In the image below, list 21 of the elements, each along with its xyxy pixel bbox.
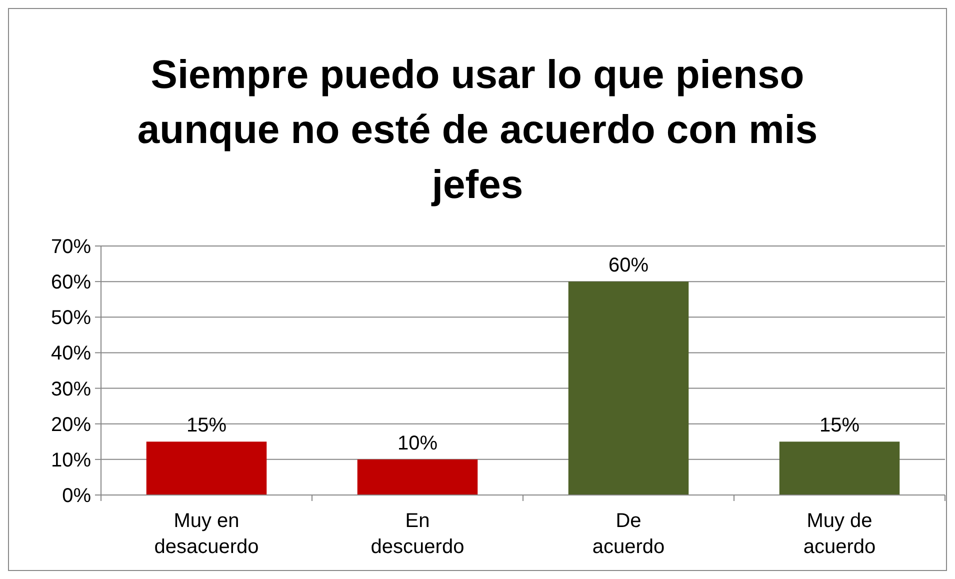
y-tick-label: 50% (50, 307, 92, 330)
x-tick-label: De acuerdo (592, 510, 665, 558)
y-tick-label: 0% (62, 485, 92, 507)
bar (146, 442, 267, 495)
bar (568, 282, 689, 495)
y-tick-label: 10% (50, 449, 92, 472)
data-label: 15% (186, 414, 227, 437)
bar (779, 442, 900, 495)
x-tick-label: Muy en desacuerdo (154, 510, 259, 558)
y-tick-label: 30% (50, 378, 92, 400)
data-label: 15% (819, 414, 860, 437)
x-tick-label: En descuerdo (370, 510, 464, 558)
y-tick-label: 60% (50, 272, 92, 294)
bar (357, 459, 478, 495)
data-label: 60% (608, 254, 649, 277)
y-tick-label: 20% (50, 414, 92, 436)
chart-title: Siempre puedo usar lo que pienso aunque no esté de acuerdo con mis jefes (137, 53, 818, 207)
y-tick-label: 40% (50, 342, 92, 365)
data-label: 10% (397, 432, 438, 454)
x-tick-label: Muy de acuerdo (803, 510, 876, 558)
y-tick-label: 70% (50, 236, 92, 258)
